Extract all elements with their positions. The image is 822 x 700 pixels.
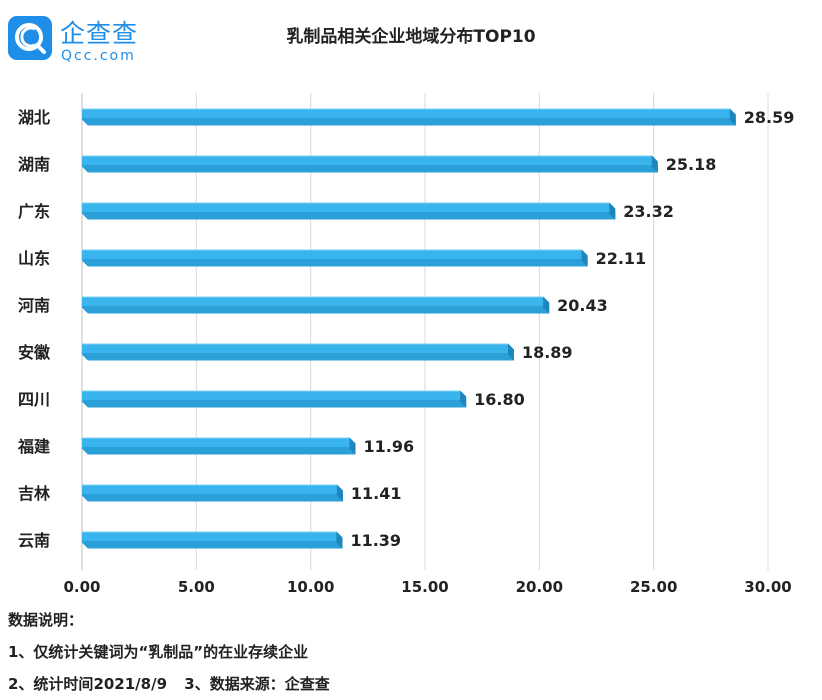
category-label: 山东 — [18, 249, 50, 268]
note-stat-date: 2、统计时间2021/8/9 — [8, 675, 168, 693]
x-tick-label: 25.00 — [630, 578, 677, 596]
bar-value-label: 11.39 — [350, 531, 401, 550]
category-label: 福建 — [17, 437, 50, 456]
bar-chart: 0.00 5.00 10.00 15.00 20.00 25.00 30.00 湖北 28.59… — [17, 93, 795, 596]
category-label: 四川 — [18, 390, 50, 409]
x-tick-label: 20.00 — [516, 578, 563, 596]
note-line-1: 1、仅统计关键词为“乳制品”的在业存续企业 — [8, 643, 309, 661]
category-label: 湖北 — [18, 108, 50, 127]
x-tick-label: 5.00 — [178, 578, 215, 596]
note-line-2: 2、统计时间2021/8/9 3、数据来源：企查查 — [8, 668, 330, 700]
bar-value-label: 18.89 — [522, 343, 573, 362]
bar — [82, 108, 736, 126]
bar-value-label: 25.18 — [666, 155, 717, 174]
qcc-magnifier-icon — [8, 16, 52, 60]
bar-value-label: 20.43 — [557, 296, 608, 315]
chart-title: 乳制品相关企业地域分布TOP10 — [286, 27, 536, 47]
bar — [82, 155, 658, 173]
bar — [82, 202, 616, 220]
x-tick-label: 10.00 — [287, 578, 334, 596]
notes-heading: 数据说明： — [8, 611, 84, 629]
bar — [82, 437, 356, 455]
data-notes: 数据说明： 1、仅统计关键词为“乳制品”的在业存续企业 2、统计时间2021/8… — [8, 604, 330, 700]
bar-value-label: 16.80 — [474, 390, 525, 409]
bar — [82, 296, 550, 314]
x-tick-label: 15.00 — [401, 578, 448, 596]
bar-value-label: 22.11 — [596, 249, 647, 268]
bar-value-label: 11.41 — [351, 484, 402, 503]
bar-value-label: 23.32 — [623, 202, 674, 221]
logo: 企查查 Qcc.com — [8, 12, 158, 70]
bar — [82, 531, 343, 549]
bar-value-label: 28.59 — [744, 108, 795, 127]
category-label: 湖南 — [18, 155, 50, 174]
category-label: 河南 — [18, 296, 50, 315]
bar — [82, 390, 467, 408]
note-source: 3、数据来源：企查查 — [184, 675, 330, 693]
logo-text-cn: 企查查 — [60, 19, 139, 48]
bar — [82, 343, 514, 361]
category-label: 广东 — [18, 202, 50, 221]
x-tick-label: 0.00 — [63, 578, 100, 596]
category-label: 安徽 — [18, 343, 51, 362]
bar-value-label: 11.96 — [363, 437, 414, 456]
logo-text-en: Qcc.com — [61, 48, 136, 64]
bar — [82, 249, 588, 267]
category-label: 云南 — [18, 531, 50, 550]
bar — [82, 484, 343, 502]
x-tick-label: 30.00 — [744, 578, 791, 596]
category-label: 吉林 — [18, 484, 50, 503]
